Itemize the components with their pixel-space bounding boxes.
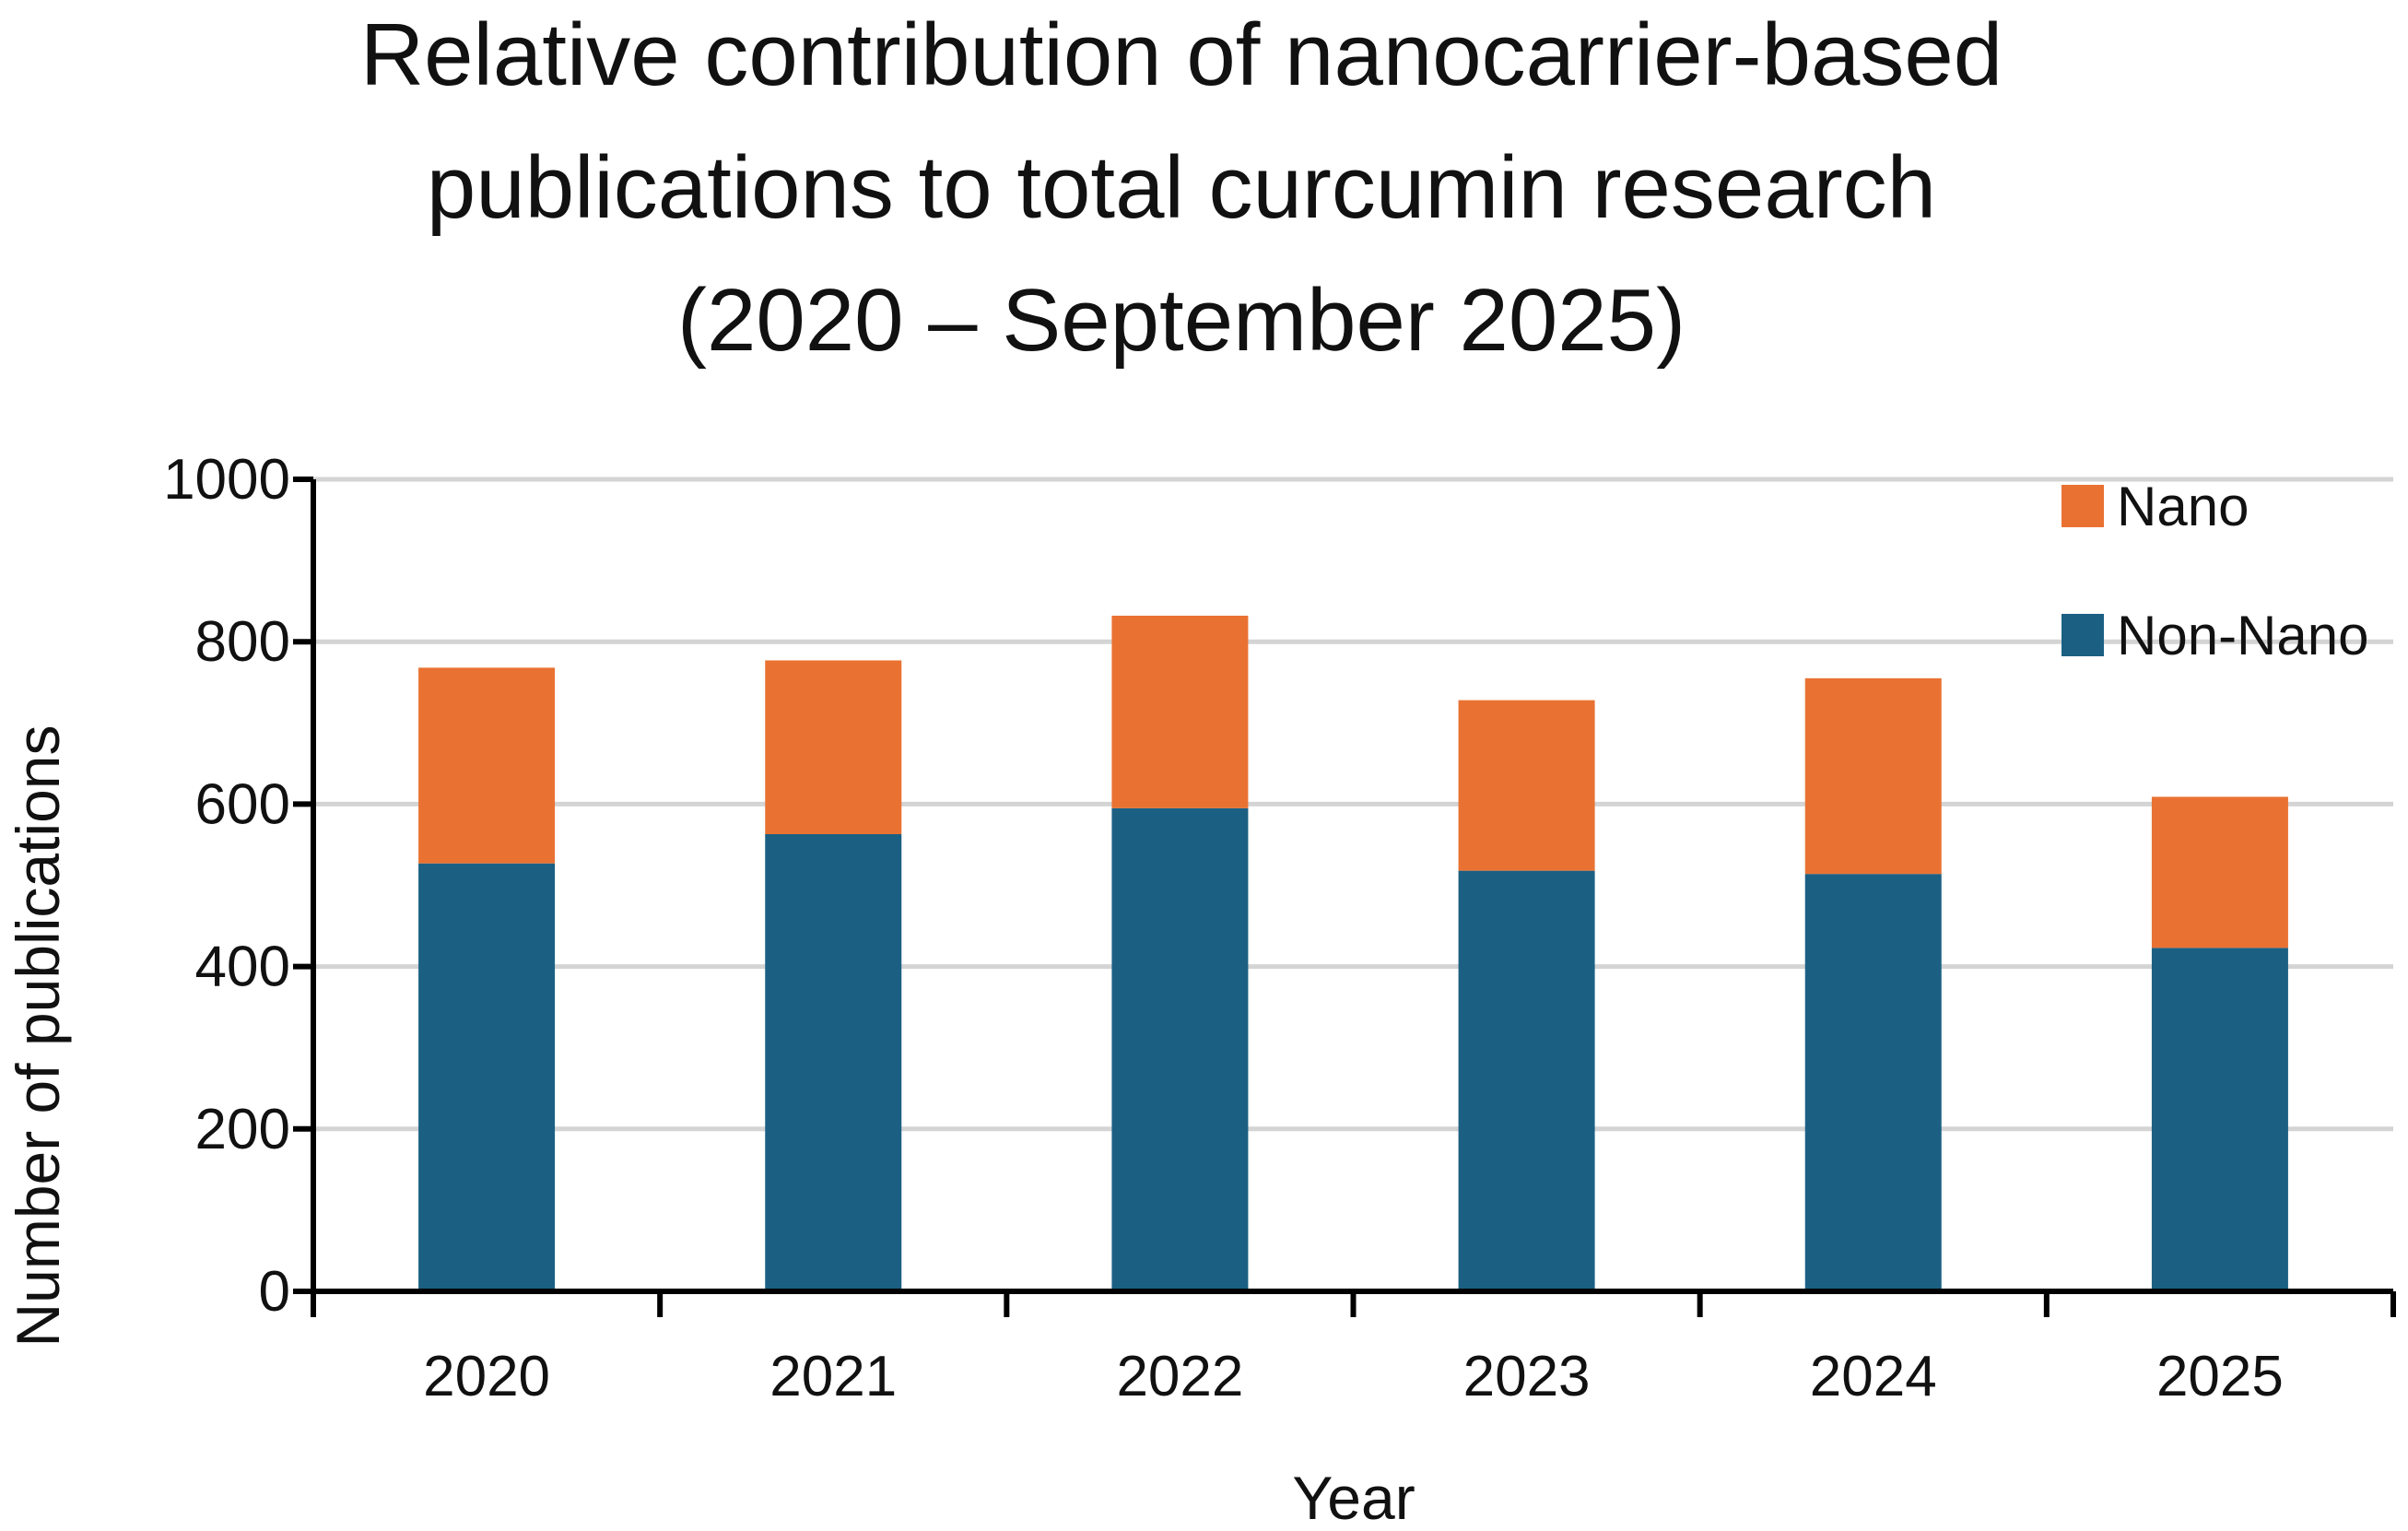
bar-non-nano-2021 [765,833,902,1291]
bar-nano-2020 [418,667,556,864]
x-tick-label-2022: 2022 [1116,1345,1243,1408]
legend-label-nano: Nano [2117,476,2249,537]
chart-title-line-2: publications to total curcumin research [427,138,1936,237]
bar-non-nano-2022 [1111,807,1249,1291]
legend-swatch-nano [2061,485,2104,527]
bar-non-nano-2020 [418,863,556,1291]
bars [418,616,2288,1291]
bar-nano-2022 [1111,616,1249,808]
y-tick-label-400: 400 [195,936,290,999]
y-tick-label-600: 600 [195,772,290,836]
gridlines [313,477,2393,1132]
bar-nano-2021 [765,660,902,834]
chart-title-line-1: Relative contribution of nanocarrier-bas… [360,6,2003,104]
y-axis-title: Number of publications [4,724,72,1347]
bar-non-nano-2023 [1458,870,1595,1291]
x-tick-label-2021: 2021 [769,1345,897,1408]
chart-title-line-3: (2020 – September 2025) [677,271,1686,370]
bar-nano-2025 [2151,796,2288,948]
x-tick-label-2020: 2020 [423,1345,550,1408]
legend: Nano Non-Nano [2061,476,2369,666]
y-tick-label-0: 0 [259,1260,290,1324]
y-tick-labels: 0 200 400 600 800 1000 [163,448,290,1324]
legend-swatch-non-nano [2061,614,2104,656]
axes [293,477,2396,1317]
bar-nano-2024 [1804,677,1942,875]
bar-non-nano-2025 [2151,948,2288,1291]
y-tick-label-200: 200 [195,1098,290,1161]
chart-title: Relative contribution of nanocarrier-bas… [360,6,2003,370]
x-tick-label-2025: 2025 [2156,1345,2284,1408]
x-tick-labels: 2020 2021 2022 2023 2024 2025 [423,1345,2284,1408]
x-tick-label-2023: 2023 [1463,1345,1591,1408]
x-tick-label-2024: 2024 [1810,1345,1937,1408]
y-tick-label-800: 800 [195,610,290,674]
legend-label-non-nano: Non-Nano [2117,605,2369,666]
bar-non-nano-2024 [1804,874,1942,1291]
y-tick-label-1000: 1000 [163,448,290,512]
x-axis-title: Year [1292,1464,1415,1531]
bar-nano-2023 [1458,700,1595,871]
